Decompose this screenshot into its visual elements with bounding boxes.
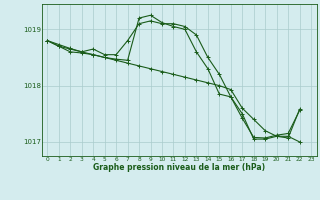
X-axis label: Graphe pression niveau de la mer (hPa): Graphe pression niveau de la mer (hPa) [93, 163, 265, 172]
